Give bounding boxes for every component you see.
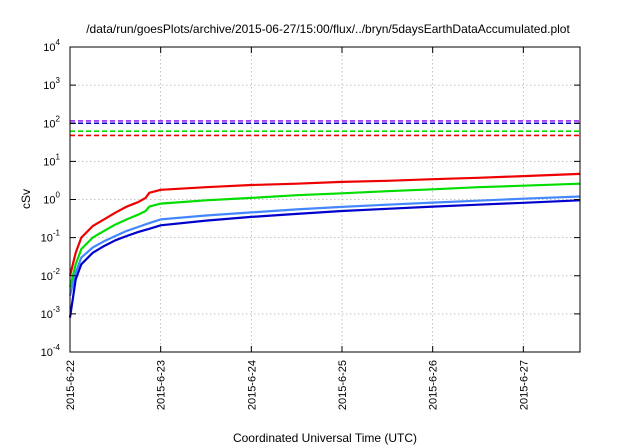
y-tick-label: 10-2 [41, 267, 61, 283]
y-tick-label: 10-4 [41, 343, 61, 359]
chart-title: /data/run/goesPlots/archive/2015-06-27/1… [86, 22, 570, 36]
y-tick-label: 102 [43, 114, 60, 130]
y-tick-label: 104 [43, 38, 60, 54]
y-tick-label: 10-1 [41, 229, 61, 245]
y-tick-label: 101 [43, 152, 60, 168]
x-axis-label: Coordinated Universal Time (UTC) [233, 431, 417, 445]
y-tick-label: 10-3 [41, 305, 61, 321]
series-line [68, 182, 581, 288]
x-tick-label: 2015-6-25 [337, 360, 349, 410]
series-line [68, 195, 581, 296]
series-lines [68, 172, 581, 318]
y-axis-label: cSv [19, 189, 33, 209]
x-tick-label: 2015-6-27 [518, 360, 530, 410]
x-axis: 2015-6-22 2015-6-23 2015-6-24 2015-6-25 2015… [65, 47, 530, 410]
x-tick-label: 2015-6-22 [65, 360, 77, 410]
reference-lines [70, 120, 580, 137]
y-tick-label: 100 [43, 191, 60, 207]
series-line [68, 172, 581, 277]
series-line [68, 199, 581, 318]
y-tick-label: 103 [43, 76, 60, 92]
x-tick-label: 2015-6-23 [156, 360, 168, 410]
y-axis: 10-4 10-3 10-2 10-1 100 101 102 103 104 [41, 38, 580, 359]
x-tick-label: 2015-6-26 [428, 360, 440, 410]
x-tick-label: 2015-6-24 [246, 360, 258, 410]
